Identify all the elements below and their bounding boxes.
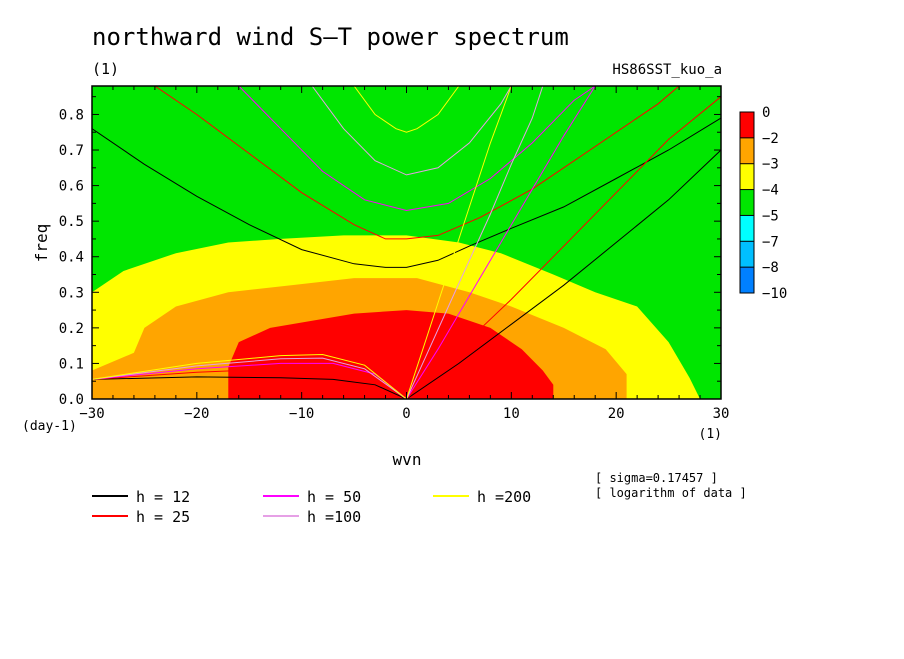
legend-label-4: h =100 bbox=[307, 508, 361, 526]
colorbar-swatch-6 bbox=[740, 241, 754, 268]
y-tick-label: 0.2 bbox=[59, 321, 84, 337]
legend-label-5: h =200 bbox=[477, 488, 531, 506]
y-tick-label: 0.1 bbox=[59, 356, 84, 372]
x-tick-label: 20 bbox=[608, 406, 625, 422]
dispersion-curve-4-1 bbox=[92, 357, 407, 399]
dispersion-curve-1-1 bbox=[92, 376, 407, 399]
shaded-regions bbox=[92, 86, 721, 399]
colorbar-swatch-5 bbox=[740, 215, 754, 242]
colorbar-swatch-4 bbox=[740, 189, 754, 216]
legend: h = 12 h = 25 h = 50 h =100 h =200 bbox=[92, 488, 531, 526]
x-tick-label: 30 bbox=[713, 406, 730, 422]
y-tick-label: 0.6 bbox=[59, 179, 84, 195]
run-name: HS86SST_kuo_a bbox=[612, 62, 722, 78]
dispersion-curve-3-2 bbox=[238, 86, 596, 212]
title-units: (1) bbox=[92, 60, 119, 78]
y-axis-label: freq bbox=[32, 224, 51, 263]
legend-label-2: h = 25 bbox=[136, 508, 190, 526]
colorbar-label: −4 bbox=[762, 183, 779, 199]
dispersion-curve-3-3 bbox=[406, 86, 596, 399]
colorbar-label: −7 bbox=[762, 234, 779, 250]
colorbar: 0 −2 −3 −4 −5 −7 −8 −10 bbox=[739, 105, 787, 302]
dispersion-curve-1-2 bbox=[92, 117, 721, 268]
dispersion-curve-5-3 bbox=[406, 86, 512, 399]
legend-label-1: h = 12 bbox=[136, 488, 190, 506]
x-units: (1) bbox=[699, 427, 722, 442]
dispersion-curve-4-2 bbox=[311, 86, 512, 176]
y-tick-label: 0.4 bbox=[59, 250, 84, 266]
transform-note: [ logarithm of data ] bbox=[595, 486, 747, 500]
y-tick-label: 0.7 bbox=[59, 143, 84, 159]
colorbar-swatch-1 bbox=[740, 112, 754, 138]
x-axis-label: wvn bbox=[393, 450, 422, 469]
dispersion-curve-1-3 bbox=[406, 149, 721, 399]
x-axis: −30 −20 −10 0 10 20 30 bbox=[79, 86, 729, 422]
y-tick-label: 0.8 bbox=[59, 107, 84, 123]
dispersion-curve-2-2 bbox=[154, 86, 680, 240]
y-tick-label: 0.5 bbox=[59, 214, 84, 230]
x-tick-label: −20 bbox=[184, 406, 209, 422]
colorbar-swatch-2 bbox=[740, 137, 754, 164]
colorbar-label: 0 bbox=[762, 105, 770, 121]
legend-label-3: h = 50 bbox=[307, 488, 361, 506]
colorbar-label: −8 bbox=[762, 260, 779, 276]
y-tick-label: 0.0 bbox=[59, 392, 84, 408]
power-region-4 bbox=[92, 86, 721, 300]
colorbar-label: −2 bbox=[762, 131, 779, 147]
y-axis: 0.0 0.1 0.2 0.3 0.4 0.5 0.6 0.7 0.8 bbox=[59, 96, 721, 408]
x-tick-label: −30 bbox=[79, 406, 104, 422]
y-tick-label: 0.3 bbox=[59, 285, 84, 301]
power-region-7 bbox=[228, 310, 554, 399]
colorbar-label: −3 bbox=[762, 157, 779, 173]
colorbar-swatch-3 bbox=[740, 163, 754, 190]
dispersion-curve-5-2 bbox=[353, 86, 460, 133]
dispersion-curve-2-1 bbox=[92, 368, 407, 399]
x-tick-label: −10 bbox=[289, 406, 314, 422]
y-units: (day-1) bbox=[22, 419, 77, 434]
dispersion-curves bbox=[92, 86, 721, 399]
colorbar-swatch-7 bbox=[740, 267, 754, 293]
chart-title: northward wind S–T power spectrum bbox=[92, 23, 569, 51]
x-tick-label: 0 bbox=[402, 406, 410, 422]
x-tick-label: 10 bbox=[503, 406, 520, 422]
colorbar-label: −5 bbox=[762, 208, 779, 224]
dispersion-curve-5-1 bbox=[92, 353, 407, 399]
sigma-note: [ sigma=0.17457 ] bbox=[595, 471, 718, 485]
dispersion-curve-2-3 bbox=[406, 96, 721, 399]
colorbar-label: −10 bbox=[762, 286, 787, 302]
dispersion-curve-4-3 bbox=[406, 86, 544, 399]
